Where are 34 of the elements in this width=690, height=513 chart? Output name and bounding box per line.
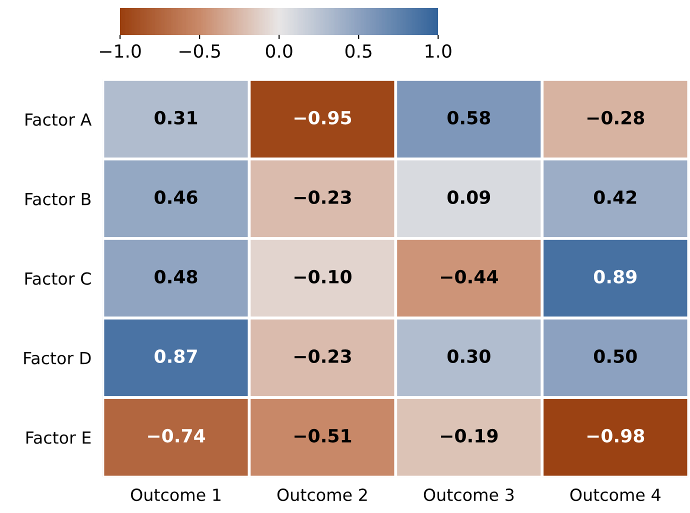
data-label: −0.19 (441, 428, 498, 443)
y-tick-label: Factor D (24, 352, 91, 364)
data-label: 0.48 (154, 270, 198, 284)
data-label: −0.23 (294, 349, 351, 364)
data-label: 0.50 (594, 349, 637, 364)
data-label: 0.42 (594, 190, 636, 204)
color-bar-label: −0.5 (180, 44, 220, 58)
color-bar-label: 1.0 (426, 44, 452, 58)
color-bar-label: −1.0 (100, 44, 141, 58)
data-label: 0.09 (448, 190, 490, 204)
data-label: −0.23 (294, 190, 351, 204)
data-label: −0.44 (441, 270, 498, 284)
x-tick-label: Outcome 2 (277, 488, 367, 502)
x-tick-label: Outcome 4 (570, 488, 660, 502)
y-tick-label: Factor B (26, 192, 91, 206)
y-tick-label: Factor A (26, 113, 92, 126)
x-tick-label: Outcome 1 (130, 488, 220, 502)
data-label: 0.89 (594, 270, 637, 284)
data-label: −0.28 (587, 110, 644, 125)
data-label: −0.10 (294, 270, 352, 284)
x-tick-label: Outcome 3 (424, 488, 514, 502)
data-label: 0.46 (154, 190, 198, 204)
data-label: −0.74 (148, 428, 206, 443)
data-label: 0.30 (448, 349, 490, 364)
y-tick-label: Factor C (25, 272, 91, 285)
color-bar-label: 0.5 (345, 44, 372, 58)
data-label: 0.87 (154, 349, 197, 364)
data-label: −0.95 (294, 110, 352, 125)
data-label: 0.31 (154, 110, 198, 125)
y-tick-label: Factor E (26, 432, 91, 444)
data-label: −0.98 (587, 428, 644, 443)
data-label: −0.51 (294, 428, 352, 443)
data-label: 0.58 (448, 110, 490, 125)
color-bar-label: 0.0 (266, 44, 292, 58)
